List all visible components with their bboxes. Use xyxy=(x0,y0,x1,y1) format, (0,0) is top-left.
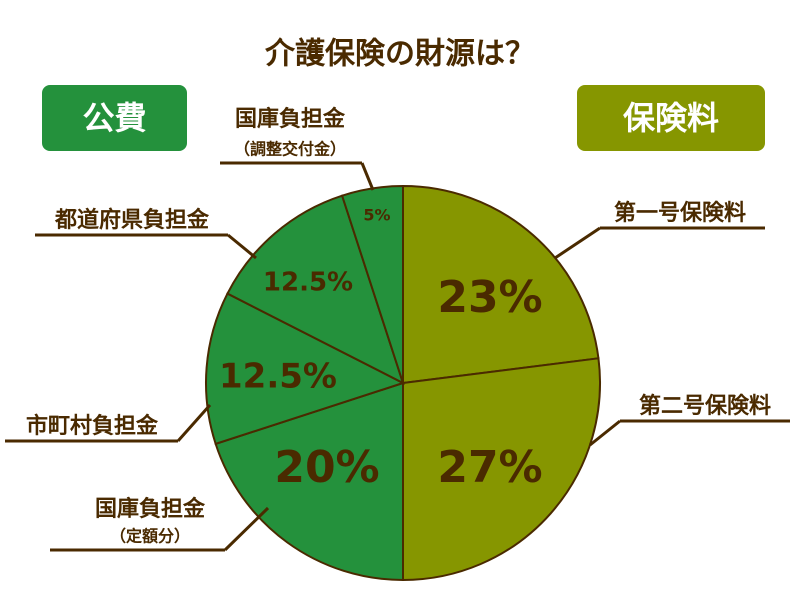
category-label: 国庫負担金 xyxy=(95,496,206,522)
pie-slice xyxy=(402,184,600,385)
value-label: 12.5% xyxy=(263,268,353,298)
value-label: 27% xyxy=(437,442,542,493)
pie-slice xyxy=(226,194,405,385)
leader-line xyxy=(589,419,621,447)
leader-line xyxy=(360,162,375,191)
group-badge xyxy=(577,85,765,151)
group-label: 公費 xyxy=(82,99,146,137)
category-label: 第二号保険料 xyxy=(639,393,771,419)
category-label: 市町村負担金 xyxy=(26,413,159,439)
leader-line xyxy=(223,506,270,552)
pie-slice xyxy=(402,357,601,582)
value-label: 12.5% xyxy=(219,357,337,397)
leader-line xyxy=(176,404,212,442)
category-label: （定額分） xyxy=(110,527,190,546)
pie-slice xyxy=(214,381,404,582)
pie-slice xyxy=(205,292,406,446)
value-label: 20% xyxy=(274,442,379,493)
category-label: 都道府県負担金 xyxy=(54,207,210,233)
value-label: 5% xyxy=(363,206,390,225)
leader-line xyxy=(554,226,601,260)
category-label: 第一号保険料 xyxy=(614,200,746,226)
value-label: 23% xyxy=(437,272,542,323)
group-label: 保険料 xyxy=(623,99,719,137)
group-badge xyxy=(42,85,187,151)
chart-title: 介護保険の財源は？ xyxy=(264,37,535,72)
category-label: （調整交付金） xyxy=(234,140,346,159)
category-label: 国庫負担金 xyxy=(235,106,346,132)
leader-line xyxy=(227,233,257,260)
